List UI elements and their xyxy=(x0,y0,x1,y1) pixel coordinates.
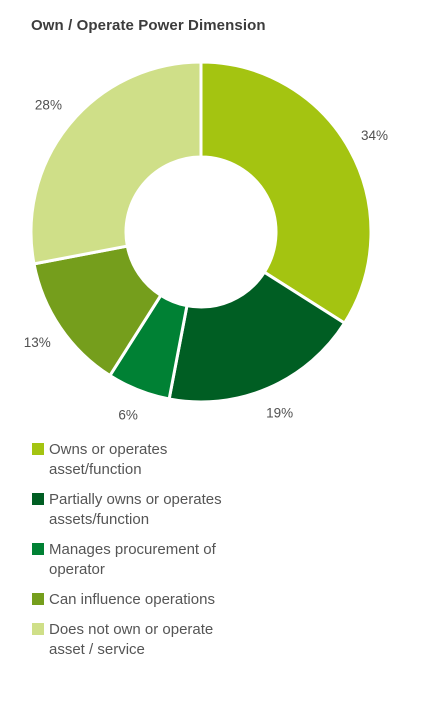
legend: Owns or operates asset/function Partiall… xyxy=(32,440,412,670)
legend-swatch-can-influence xyxy=(32,593,44,605)
legend-label-can-influence: Can influence operations xyxy=(49,591,215,608)
legend-label-manages-procurement: Manages procurement of operator xyxy=(49,541,216,578)
legend-item-does-not-own: Does not own or operate asset / service xyxy=(32,620,412,660)
legend-item-manages-procurement: Manages procurement of operator xyxy=(32,540,412,580)
legend-swatch-does-not-own xyxy=(32,623,44,635)
slice-partially-owns xyxy=(167,270,347,404)
slice-label-owns: 34% xyxy=(361,128,388,143)
chart-title: Own / Operate Power Dimension xyxy=(31,17,266,34)
legend-label-does-not-own: Does not own or operate asset / service xyxy=(49,621,214,658)
slice-label-does-not-own: 28% xyxy=(35,97,62,112)
donut-chart: 34% 19% 6% 13% 28% xyxy=(24,60,388,423)
slice-owns xyxy=(199,60,373,326)
legend-swatch-manages-procurement xyxy=(32,543,44,555)
legend-swatch-owns xyxy=(32,443,44,455)
slice-label-partially-owns: 19% xyxy=(266,405,293,420)
legend-item-partially-owns: Partially owns or operates assets/functi… xyxy=(32,490,412,530)
slice-label-manages-procurement: 6% xyxy=(118,408,138,423)
legend-label-owns: Owns or operates asset/function xyxy=(49,441,168,478)
legend-item-can-influence: Can influence operations xyxy=(32,590,412,610)
slice-label-can-influence: 13% xyxy=(24,335,51,350)
legend-item-owns: Owns or operates asset/function xyxy=(32,440,412,480)
legend-swatch-partially-owns xyxy=(32,493,44,505)
slice-does-not-own xyxy=(29,60,203,266)
legend-label-partially-owns: Partially owns or operates assets/functi… xyxy=(49,491,222,528)
